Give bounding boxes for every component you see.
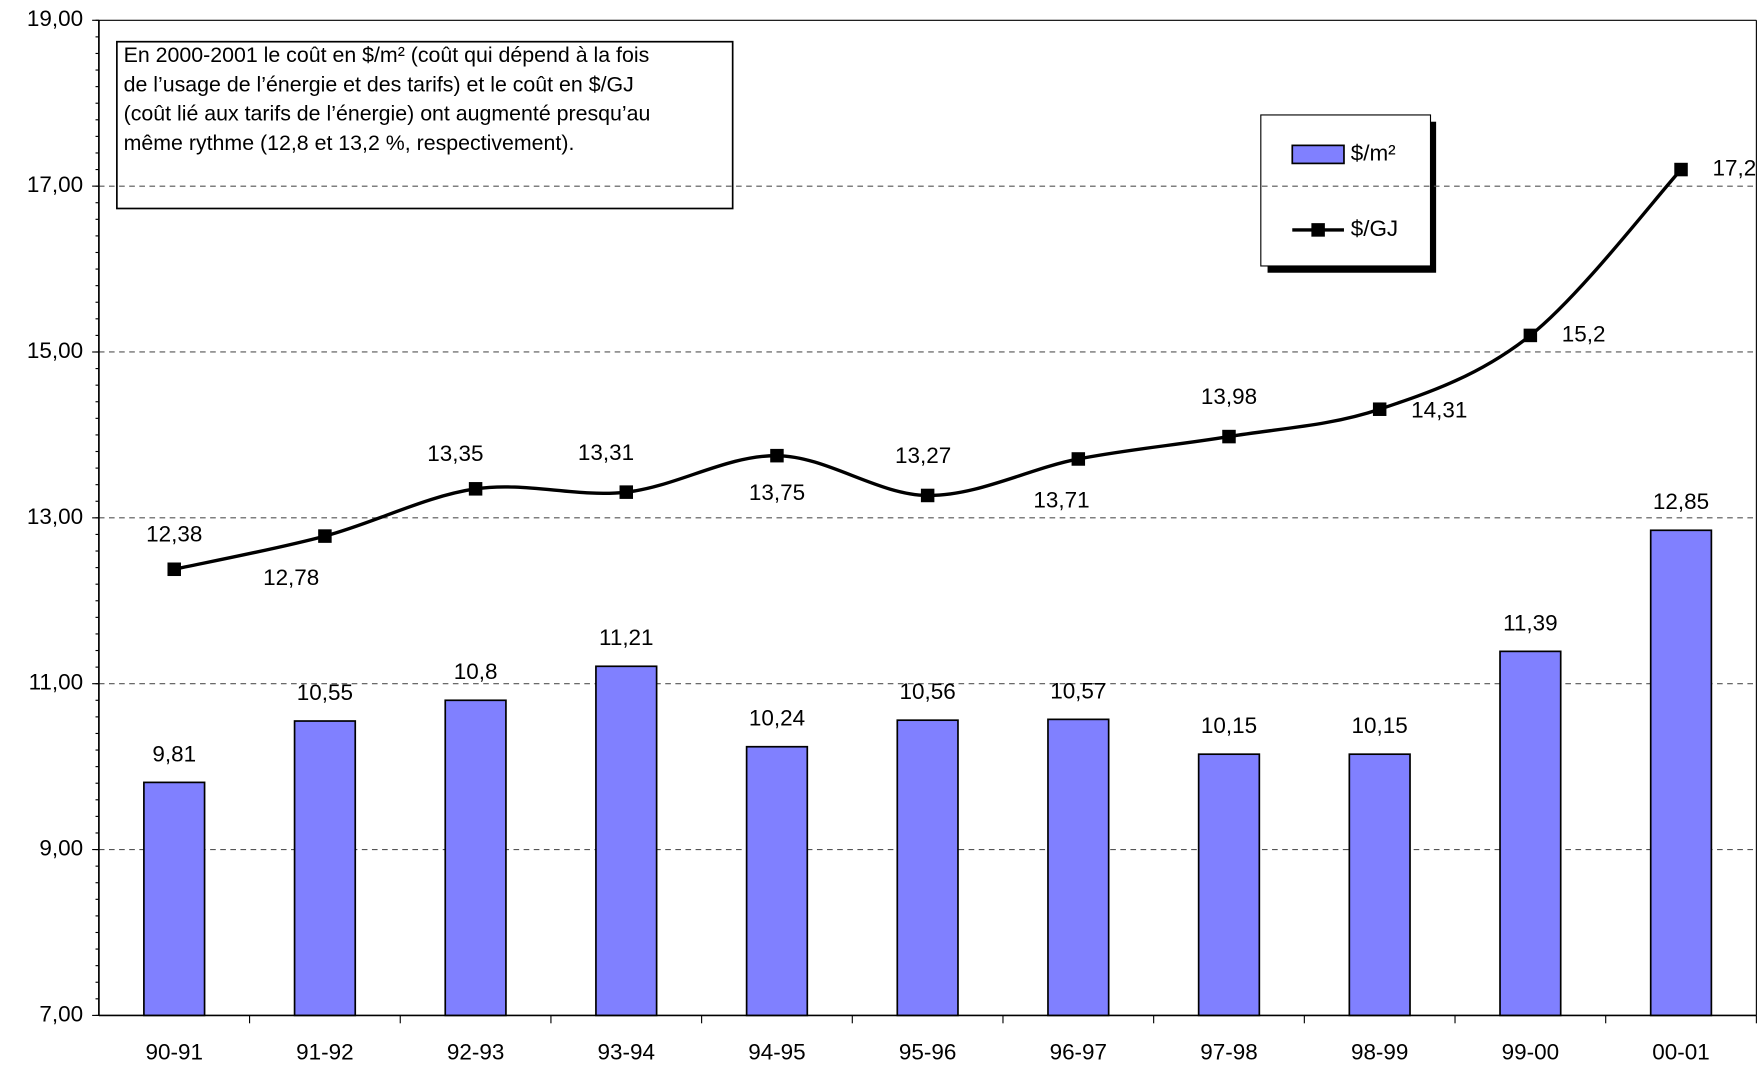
- bar: [1197, 753, 1261, 1017]
- line-marker: [1674, 162, 1688, 177]
- bar-value-label: 10,56: [900, 679, 956, 704]
- line-value-label: 12,38: [146, 521, 202, 546]
- line-marker: [1372, 402, 1387, 416]
- bar-value-label: 11,21: [599, 625, 654, 650]
- x-tick-label: 90-91: [145, 1040, 202, 1065]
- y-tick-label: 9,00: [39, 835, 83, 860]
- line: [173, 168, 1683, 571]
- bar-value-label: 10,24: [749, 706, 805, 731]
- x-tick-label: 95-96: [899, 1040, 956, 1065]
- x-tick-label: 00-01: [1652, 1040, 1709, 1065]
- line-value-label: 13,31: [578, 440, 634, 465]
- legend-swatch: [1291, 144, 1345, 165]
- bar-value-label: 11,39: [1503, 610, 1558, 635]
- line-marker: [318, 529, 332, 543]
- annotation-line: de l’usage de l’énergie et des tarifs) e…: [124, 72, 634, 96]
- bar: [1348, 753, 1411, 1017]
- bar-value-label: 10,55: [297, 680, 353, 705]
- x-tick-label: 91-92: [296, 1040, 353, 1065]
- x-tick-label: 99-00: [1502, 1040, 1559, 1065]
- bar: [444, 699, 507, 1017]
- x-tick-label: 97-98: [1200, 1040, 1257, 1065]
- annotation-line: En 2000-2001 le coût en $/m² (coût qui d…: [124, 43, 650, 67]
- y-tick-label: 13,00: [27, 504, 83, 529]
- bar: [745, 745, 809, 1017]
- line-value-label: 13,27: [895, 443, 951, 468]
- annotation-line: même rythme (12,8 et 13,2 %, respectivem…: [124, 131, 575, 155]
- line-marker: [920, 488, 935, 503]
- bar: [1047, 718, 1110, 1017]
- bar: [1499, 650, 1562, 1017]
- bar-value-label: 10,8: [454, 659, 498, 684]
- line-value-label: 13,35: [427, 441, 483, 466]
- x-tick-label: 96-97: [1050, 1040, 1107, 1065]
- bar: [896, 719, 959, 1017]
- y-tick-label: 19,00: [27, 6, 83, 31]
- legend-marker: [1311, 223, 1325, 237]
- legend-label: $/m²: [1351, 140, 1396, 165]
- legend-label: $/GJ: [1351, 216, 1398, 241]
- bar-value-label: 10,15: [1201, 713, 1257, 738]
- x-tick-label: 92-93: [447, 1040, 504, 1065]
- line-value-label: 13,71: [1033, 488, 1089, 513]
- legend-box: [1260, 114, 1432, 267]
- line-marker: [1222, 429, 1236, 444]
- line-value-label: 12,78: [263, 565, 319, 590]
- annotation-box: [116, 40, 734, 210]
- line-marker: [167, 562, 181, 577]
- line-value-label: 17,2: [1713, 155, 1757, 180]
- bar: [595, 665, 658, 1017]
- line-value-label: 13,75: [749, 480, 805, 505]
- line-marker: [770, 448, 784, 463]
- bar: [143, 781, 206, 1017]
- bar-value-label: 10,57: [1050, 678, 1106, 703]
- x-tick-label: 98-99: [1351, 1040, 1408, 1065]
- annotation-line: (coût lié aux tarifs de l’énergie) ont a…: [124, 102, 651, 126]
- line-value-label: 15,2: [1562, 321, 1606, 346]
- line-marker: [1523, 328, 1538, 343]
- line-marker: [1071, 452, 1086, 466]
- x-tick-label: 93-94: [598, 1040, 655, 1065]
- bar: [293, 720, 357, 1017]
- line-marker: [468, 482, 483, 496]
- bar: [1649, 529, 1713, 1017]
- y-tick-label: 15,00: [27, 338, 83, 363]
- line-value-label: 14,31: [1411, 397, 1467, 422]
- y-tick-label: 17,00: [27, 172, 83, 197]
- line-marker: [619, 485, 634, 499]
- bar-value-label: 9,81: [152, 741, 196, 766]
- x-tick-label: 94-95: [748, 1040, 805, 1065]
- y-tick-label: 11,00: [29, 670, 84, 695]
- y-tick-label: 7,00: [39, 1001, 83, 1026]
- bar-value-label: 10,15: [1352, 713, 1408, 738]
- line-value-label: 13,98: [1201, 384, 1257, 409]
- bar-value-label: 12,85: [1653, 489, 1709, 514]
